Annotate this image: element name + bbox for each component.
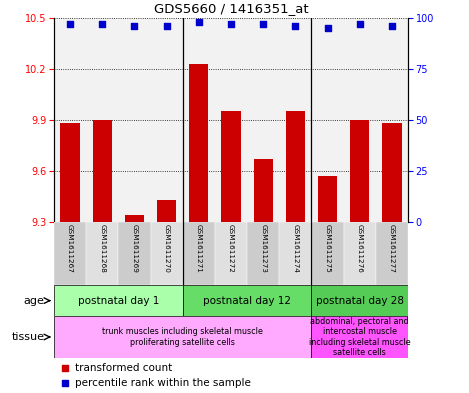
Point [356,21,363,27]
Bar [286,111,305,222]
Bar [247,222,279,285]
Text: postnatal day 28: postnatal day 28 [316,296,404,306]
Text: GSM1611276: GSM1611276 [357,224,363,273]
Bar [92,120,112,222]
Text: GSM1611268: GSM1611268 [99,224,105,273]
Text: age: age [23,296,44,306]
Bar [382,123,401,222]
Bar [215,222,247,285]
Bar [376,222,408,285]
Point [131,23,138,29]
Bar [344,222,376,285]
Bar [254,159,273,222]
Bar [157,200,176,222]
Bar [183,285,311,316]
Bar [318,176,337,222]
Bar [350,120,370,222]
Text: GSM1611269: GSM1611269 [131,224,137,273]
Text: postnatal day 12: postnatal day 12 [203,296,291,306]
Title: GDS5660 / 1416351_at: GDS5660 / 1416351_at [154,2,308,15]
Point [227,21,234,27]
Bar [183,222,215,285]
Text: postnatal day 1: postnatal day 1 [78,296,159,306]
Text: GSM1611267: GSM1611267 [67,224,73,273]
Text: GSM1611274: GSM1611274 [292,224,298,273]
Bar [54,222,86,285]
Bar [86,222,118,285]
Point [98,21,106,27]
Text: GSM1611272: GSM1611272 [228,224,234,273]
Text: transformed count: transformed count [75,362,173,373]
Bar [151,222,183,285]
Point [195,18,203,25]
Bar [54,285,183,316]
Bar [311,222,344,285]
Text: trunk muscles including skeletal muscle
proliferating satellite cells: trunk muscles including skeletal muscle … [102,327,263,347]
Point [66,21,74,27]
Point [388,23,396,29]
Text: GSM1611275: GSM1611275 [325,224,331,273]
Point [61,380,68,386]
Bar [54,316,311,358]
Point [163,23,170,29]
Bar [61,123,80,222]
Text: GSM1611277: GSM1611277 [389,224,395,273]
Bar [279,222,311,285]
Point [324,25,331,31]
Text: GSM1611270: GSM1611270 [164,224,170,273]
Text: abdominal, pectoral and
intercostal muscle
including skeletal muscle
satellite c: abdominal, pectoral and intercostal musc… [309,317,410,357]
Bar [118,222,151,285]
Point [259,21,267,27]
Bar [189,64,208,222]
Text: tissue: tissue [11,332,44,342]
Text: GSM1611273: GSM1611273 [260,224,266,273]
Text: percentile rank within the sample: percentile rank within the sample [75,378,251,388]
Point [61,364,68,371]
Point [292,23,299,29]
Bar [125,215,144,222]
Text: GSM1611271: GSM1611271 [196,224,202,273]
Bar [311,285,408,316]
Bar [311,316,408,358]
Bar [221,111,241,222]
